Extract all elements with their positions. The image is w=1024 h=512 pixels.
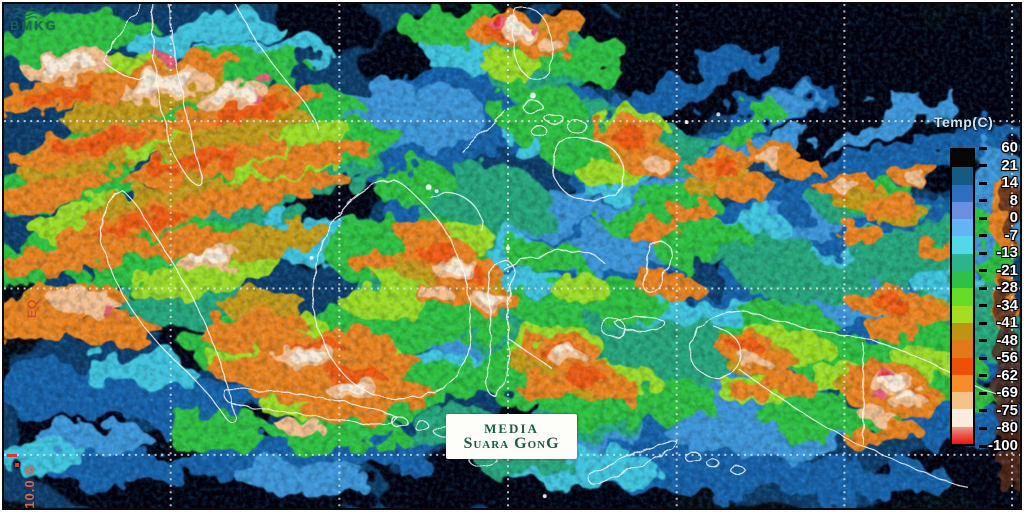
latlon-grid — [4, 4, 1020, 508]
legend-color-segment — [952, 340, 973, 358]
legend-color-segment — [952, 374, 973, 393]
legend-tick-label: -56 — [996, 349, 1018, 367]
legend-color-segment — [952, 288, 973, 306]
legend-color-segment — [952, 392, 973, 410]
legend-tick — [979, 409, 987, 413]
legend-tick — [979, 216, 987, 220]
legend-tick — [979, 444, 987, 448]
legend-tick — [979, 286, 987, 290]
legend-tick — [979, 426, 987, 430]
legend-tick-label: -100 — [987, 437, 1018, 454]
watermark-line1: MEDIA — [484, 420, 539, 436]
watermark-line2: Suara GonG — [463, 434, 560, 452]
legend-color-segment — [952, 253, 973, 272]
legend-tick-label: -75 — [996, 401, 1018, 419]
legend-tick — [979, 234, 987, 238]
legend-tick — [979, 391, 987, 395]
legend-tick-label: 60 — [1001, 139, 1018, 156]
legend-tick-label: -34 — [996, 296, 1018, 314]
legend-color-segment — [952, 219, 973, 237]
legend-tick-label: 0 — [1009, 209, 1018, 227]
legend-colorbar — [950, 148, 975, 446]
legend-tick-label: -7 — [1004, 226, 1018, 244]
legend-tick — [979, 164, 987, 168]
legend-tick — [979, 251, 987, 255]
legend-tick-label: 21 — [1001, 156, 1018, 174]
legend-tick — [979, 146, 987, 150]
legend-color-segment — [952, 236, 973, 254]
legend-tick — [979, 181, 987, 185]
gridline-edge-dot — [15, 463, 19, 467]
legend-tick — [979, 321, 987, 325]
media-suara-gong-watermark: MEDIA Suara GonG — [446, 414, 577, 459]
legend-tick — [979, 374, 987, 378]
legend-tick — [979, 356, 987, 360]
legend-tick-label: -28 — [996, 279, 1018, 297]
legend-color-segment — [952, 271, 973, 289]
legend-color-segment — [952, 150, 973, 168]
legend-tick-label: -21 — [996, 261, 1018, 279]
legend-color-segment — [952, 409, 973, 427]
legend-tick — [979, 304, 987, 308]
gridline-edge-tick — [7, 454, 17, 457]
legend-title: Temp(C) — [934, 114, 994, 130]
temperature-legend: Temp(C) 60 21 14 8 0 -7 -13 -21 -28 -34 -41 -48 -56-… — [928, 110, 1020, 470]
legend-color-segment — [952, 357, 973, 375]
legend-tick-label: -62 — [996, 366, 1018, 384]
legend-color-segment — [952, 305, 973, 323]
legend-color-segment — [952, 426, 973, 445]
legend-tick-label: -80 — [996, 419, 1018, 437]
legend-tick-label: -13 — [996, 244, 1018, 262]
legend-color-segment — [952, 322, 973, 341]
legend-tick-label: 14 — [1001, 174, 1018, 192]
legend-tick — [979, 199, 987, 203]
legend-tick-label: 8 — [1009, 191, 1018, 209]
legend-tick — [979, 339, 987, 343]
legend-tick-label: -69 — [996, 384, 1018, 402]
legend-tick-label: -48 — [996, 331, 1018, 349]
legend-color-segment — [952, 184, 973, 202]
legend-tick — [979, 269, 987, 273]
legend-tick-label: -41 — [996, 314, 1018, 332]
legend-color-segment — [952, 167, 973, 185]
legend-color-segment — [952, 201, 973, 220]
